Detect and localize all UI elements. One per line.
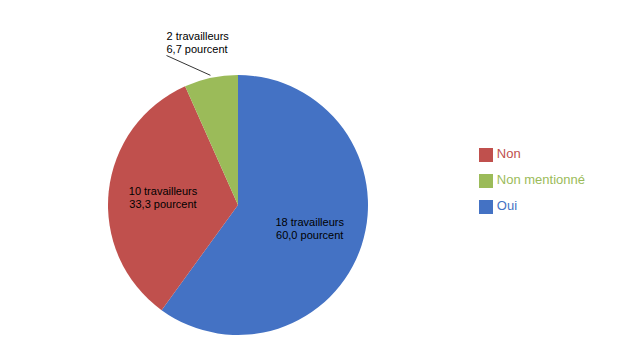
svg-text:10 travailleurs33,3 pourcent: 10 travailleurs33,3 pourcent bbox=[129, 185, 198, 210]
html-text:Non mentionné: Non mentionné bbox=[496, 172, 585, 187]
svg-text:18 travailleurs60,0 pourcent: 18 travailleurs60,0 pourcent bbox=[275, 216, 344, 241]
html-text:Oui: Oui bbox=[496, 198, 518, 213]
html-text:Non: Non bbox=[496, 146, 521, 161]
svg-text:2 travailleurs6,7 pourcent: 2 travailleurs6,7 pourcent bbox=[167, 30, 230, 55]
